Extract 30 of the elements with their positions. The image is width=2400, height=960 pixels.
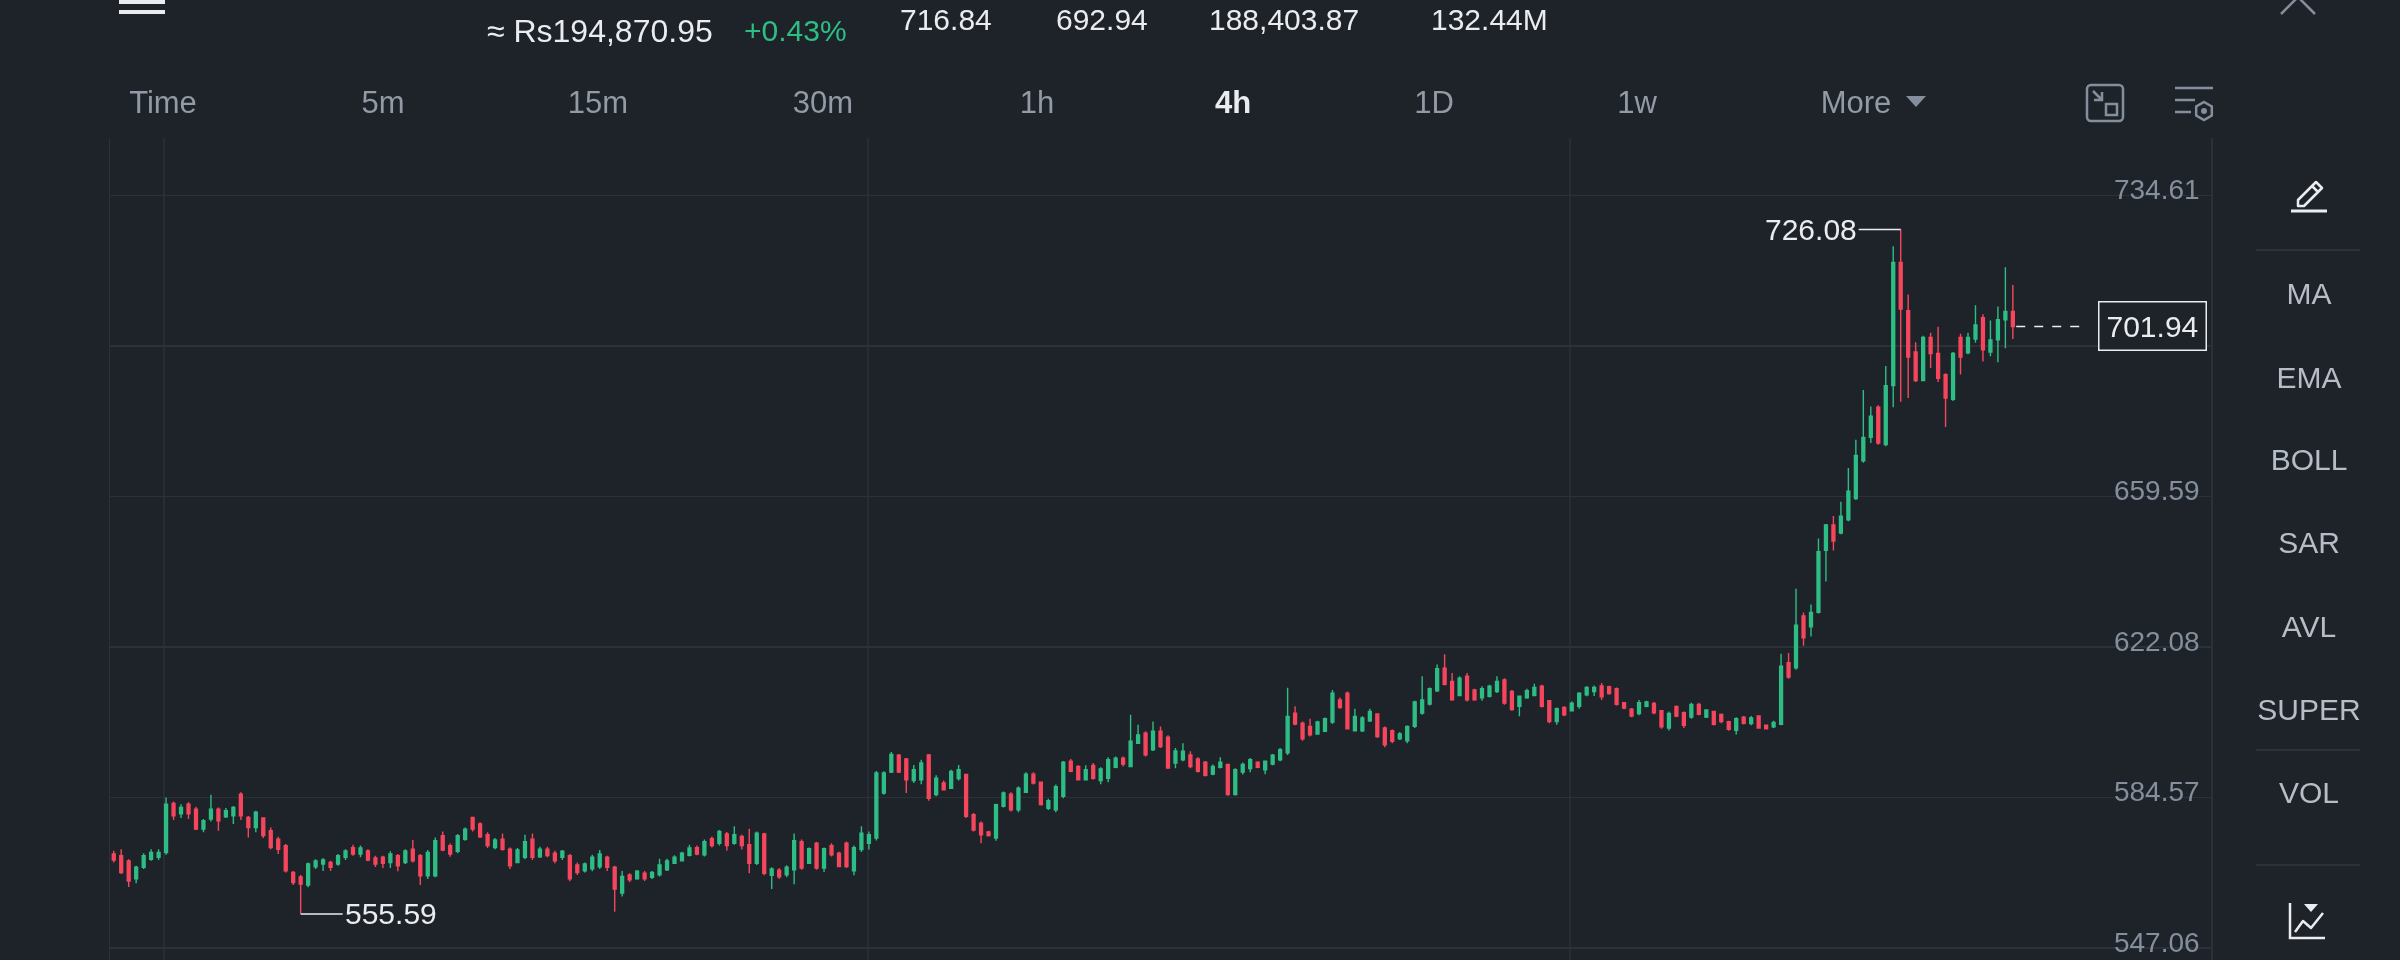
ref-line-label: 701.94: [2106, 309, 2199, 343]
y-tick-label: 547.06: [2113, 926, 2200, 958]
text: 132.44M: [1431, 2, 1548, 38]
text: 692.94: [1056, 2, 1148, 38]
text: 1w: [1617, 85, 1657, 121]
text: MA: [2286, 276, 2332, 312]
text: SAR: [2278, 525, 2340, 561]
text: More: [1820, 85, 1892, 121]
text: ≈ Rs194,870.95: [487, 12, 713, 50]
text: 1D: [1414, 85, 1454, 121]
text: BOLL: [2270, 442, 2348, 478]
text: 5m: [361, 85, 405, 121]
text: VOL: [2278, 775, 2340, 811]
text: +0.43%: [744, 13, 847, 49]
text: 188,403.87: [1209, 2, 1360, 38]
annotation: 555.59: [345, 897, 437, 930]
text: 30m: [792, 85, 854, 121]
y-tick-label: 734.61: [2113, 174, 2200, 206]
text: 1h: [1019, 85, 1055, 121]
text: Time: [129, 85, 197, 121]
text: 4h: [1214, 85, 1252, 121]
text: 15m: [567, 85, 629, 121]
text: EMA: [2276, 360, 2342, 396]
text: AVL: [2281, 609, 2337, 645]
text: 716.84: [900, 2, 992, 38]
y-tick-label: 622.08: [2113, 625, 2200, 657]
annotation: 726.08: [1765, 213, 1857, 246]
y-tick-label: 659.59: [2113, 475, 2200, 507]
text: SUPER: [2257, 692, 2361, 728]
y-tick-label: 584.57: [2113, 776, 2200, 808]
